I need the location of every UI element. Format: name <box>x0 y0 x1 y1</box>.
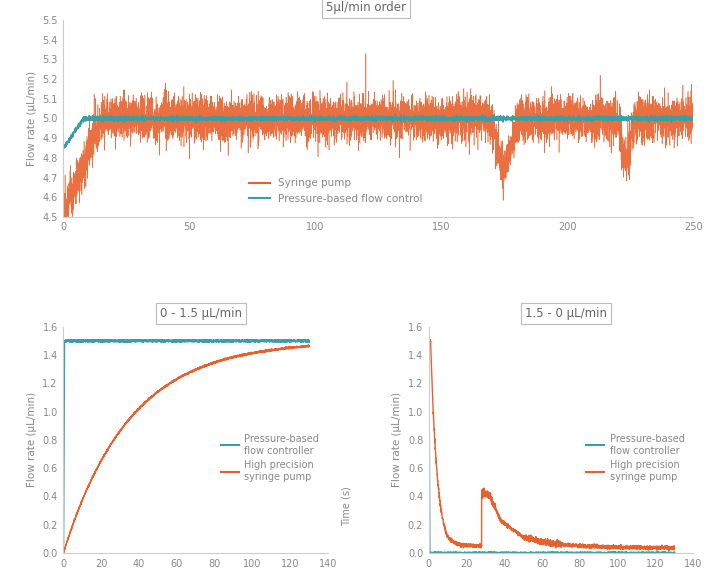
Legend: Pressure-based
flow controller, High precision
syringe pump: Pressure-based flow controller, High pre… <box>583 430 689 486</box>
Legend: Syringe pump, Pressure-based flow control: Syringe pump, Pressure-based flow contro… <box>245 174 427 208</box>
Y-axis label: Flow rate (µL/min): Flow rate (µL/min) <box>27 392 37 487</box>
Text: Time (s): Time (s) <box>341 486 351 526</box>
Text: 0 - 1.5 µL/min: 0 - 1.5 µL/min <box>160 307 242 320</box>
Text: 1.5 - 0 µL/min: 1.5 - 0 µL/min <box>525 307 608 320</box>
Text: 5µl/min order: 5µl/min order <box>326 1 406 14</box>
Y-axis label: Flow rate (µL/min): Flow rate (µL/min) <box>392 392 402 487</box>
Y-axis label: Flow rate (µL/min): Flow rate (µL/min) <box>27 71 37 166</box>
Legend: Pressure-based
flow controller, High precision
syringe pump: Pressure-based flow controller, High pre… <box>218 430 323 486</box>
